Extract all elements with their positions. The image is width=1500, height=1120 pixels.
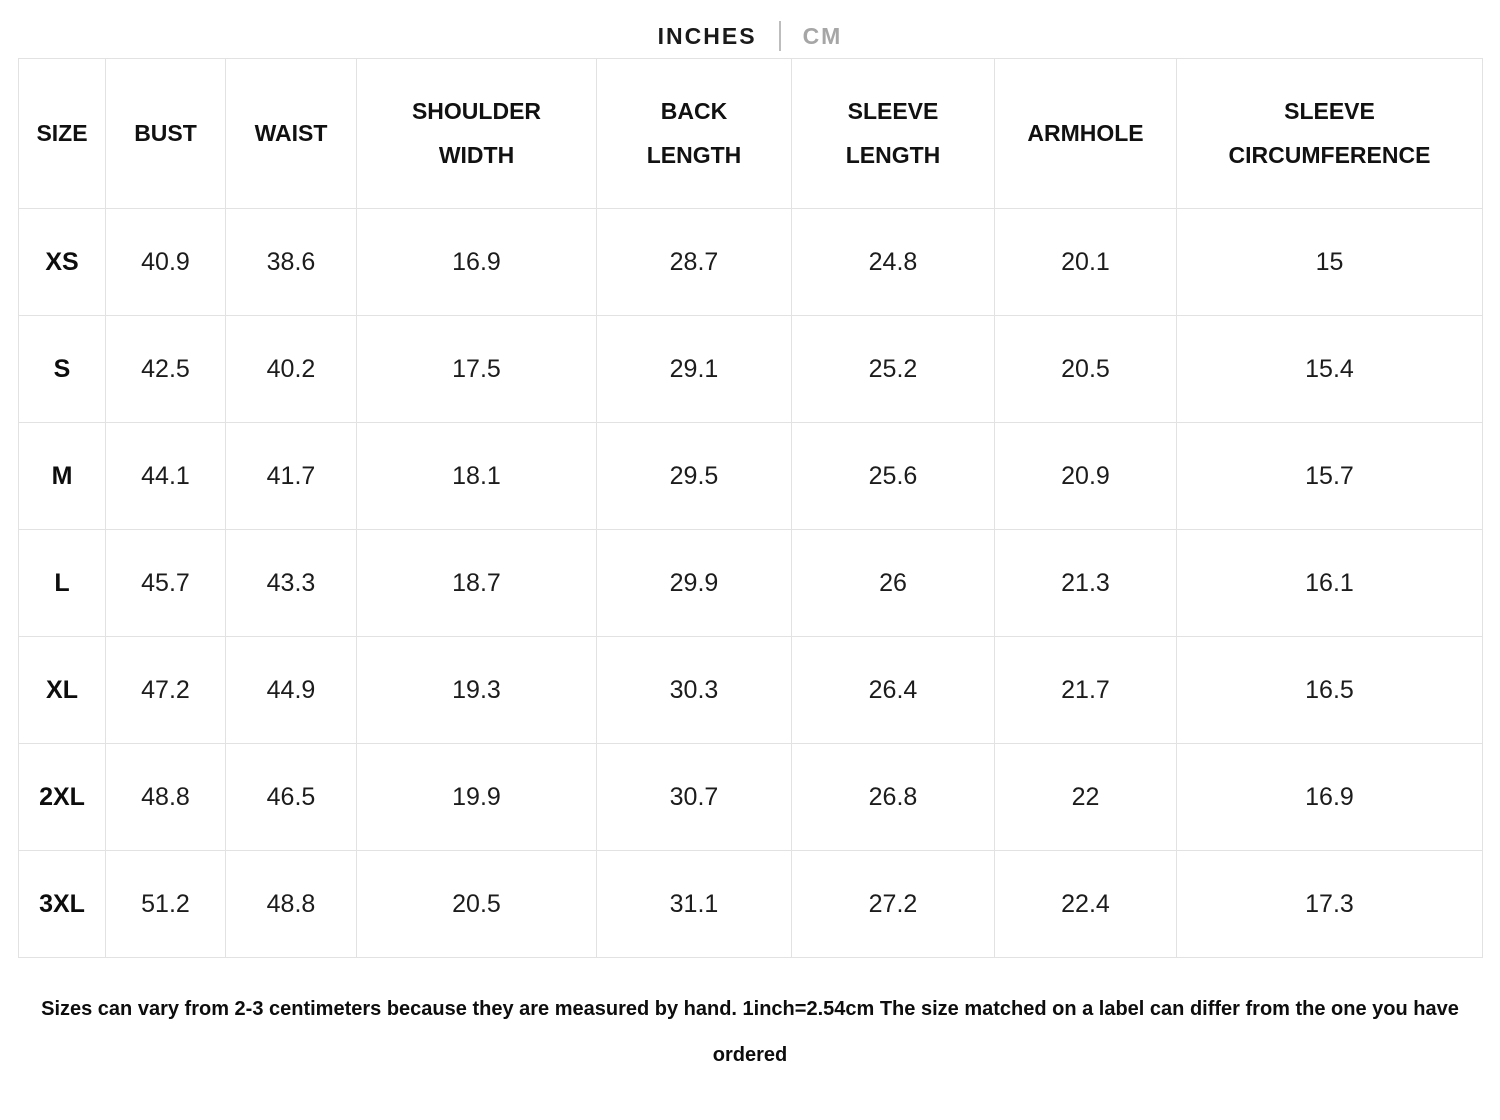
unit-toggle: INCHES CM <box>0 0 1500 58</box>
measurement-cell: 18.7 <box>356 529 597 637</box>
column-header-armhole: ARMHOLE <box>994 58 1177 209</box>
column-header-sleeve-circumference: SLEEVE CIRCUMFERENCE <box>1176 58 1483 209</box>
measurement-cell: 42.5 <box>105 315 226 423</box>
column-header-back-length: BACK LENGTH <box>596 58 792 209</box>
size-label-3xl: 3XL <box>18 850 106 958</box>
measurement-cell: 21.3 <box>994 529 1177 637</box>
measurement-cell: 16.5 <box>1176 636 1483 744</box>
measurement-cell: 38.6 <box>225 208 357 316</box>
size-chart-table: SIZE BUST WAIST SHOULDER WIDTH BACK LENGTH SLEE… <box>18 58 1483 958</box>
measurement-cell: 16.9 <box>356 208 597 316</box>
measurement-cell: 43.3 <box>225 529 357 637</box>
column-header-size: SIZE <box>18 58 106 209</box>
measurement-cell: 44.1 <box>105 422 226 530</box>
measurement-cell: 46.5 <box>225 743 357 851</box>
measurement-cell: 30.7 <box>596 743 792 851</box>
measurement-cell: 48.8 <box>105 743 226 851</box>
column-header-sleeve-length: SLEEVE LENGTH <box>791 58 995 209</box>
measurement-cell: 29.1 <box>596 315 792 423</box>
measurement-cell: 15.7 <box>1176 422 1483 530</box>
measurement-cell: 22 <box>994 743 1177 851</box>
measurement-cell: 24.8 <box>791 208 995 316</box>
measurement-cell: 26 <box>791 529 995 637</box>
column-header-shoulder-width: SHOULDER WIDTH <box>356 58 597 209</box>
table-header-row: SIZE BUST WAIST SHOULDER WIDTH BACK LENGTH SLEE… <box>18 58 1483 209</box>
measurement-cell: 29.5 <box>596 422 792 530</box>
measurement-cell: 25.6 <box>791 422 995 530</box>
measurement-cell: 16.1 <box>1176 529 1483 637</box>
size-label-xl: XL <box>18 636 106 744</box>
measurement-cell: 22.4 <box>994 850 1177 958</box>
size-label-2xl: 2XL <box>18 743 106 851</box>
measurement-cell: 28.7 <box>596 208 792 316</box>
measurement-cell: 15.4 <box>1176 315 1483 423</box>
measurement-cell: 21.7 <box>994 636 1177 744</box>
measurement-cell: 20.5 <box>994 315 1177 423</box>
size-label-l: L <box>18 529 106 637</box>
measurement-cell: 45.7 <box>105 529 226 637</box>
measurement-cell: 17.3 <box>1176 850 1483 958</box>
unit-inches-button[interactable]: INCHES <box>657 22 757 49</box>
measurement-cell: 17.5 <box>356 315 597 423</box>
table-row-xl: XL 47.2 44.9 19.3 30.3 26.4 21.7 16.5 <box>18 636 1483 744</box>
measurement-cell: 16.9 <box>1176 743 1483 851</box>
unit-cm-button[interactable]: CM <box>802 22 843 49</box>
measurement-cell: 20.1 <box>994 208 1177 316</box>
measurement-cell: 25.2 <box>791 315 995 423</box>
table-row-m: M 44.1 41.7 18.1 29.5 25.6 20.9 15.7 <box>18 422 1483 530</box>
measurement-cell: 40.2 <box>225 315 357 423</box>
measurement-cell: 15 <box>1176 208 1483 316</box>
measurement-cell: 19.3 <box>356 636 597 744</box>
measurement-cell: 26.4 <box>791 636 995 744</box>
unit-toggle-divider <box>778 21 781 51</box>
measurement-cell: 31.1 <box>596 850 792 958</box>
measurement-cell: 19.9 <box>356 743 597 851</box>
measurement-cell: 20.5 <box>356 850 597 958</box>
size-label-m: M <box>18 422 106 530</box>
table-row-l: L 45.7 43.3 18.7 29.9 26 21.3 16.1 <box>18 529 1483 637</box>
measurement-cell: 40.9 <box>105 208 226 316</box>
table-row-s: S 42.5 40.2 17.5 29.1 25.2 20.5 15.4 <box>18 315 1483 423</box>
table-row-xs: XS 40.9 38.6 16.9 28.7 24.8 20.1 15 <box>18 208 1483 316</box>
measurement-cell: 48.8 <box>225 850 357 958</box>
measurement-cell: 47.2 <box>105 636 226 744</box>
measurement-cell: 41.7 <box>225 422 357 530</box>
table-row-3xl: 3XL 51.2 48.8 20.5 31.1 27.2 22.4 17.3 <box>18 850 1483 958</box>
column-header-bust: BUST <box>105 58 226 209</box>
measurement-cell: 18.1 <box>356 422 597 530</box>
measurement-cell: 29.9 <box>596 529 792 637</box>
measurement-cell: 20.9 <box>994 422 1177 530</box>
size-disclaimer-note: Sizes can vary from 2-3 centimeters beca… <box>41 998 1459 1066</box>
size-label-s: S <box>18 315 106 423</box>
measurement-cell: 30.3 <box>596 636 792 744</box>
size-label-xs: XS <box>18 208 106 316</box>
measurement-cell: 44.9 <box>225 636 357 744</box>
table-row-2xl: 2XL 48.8 46.5 19.9 30.7 26.8 22 16.9 <box>18 743 1483 851</box>
column-header-waist: WAIST <box>225 58 357 209</box>
measurement-cell: 51.2 <box>105 850 226 958</box>
measurement-cell: 26.8 <box>791 743 995 851</box>
measurement-cell: 27.2 <box>791 850 995 958</box>
